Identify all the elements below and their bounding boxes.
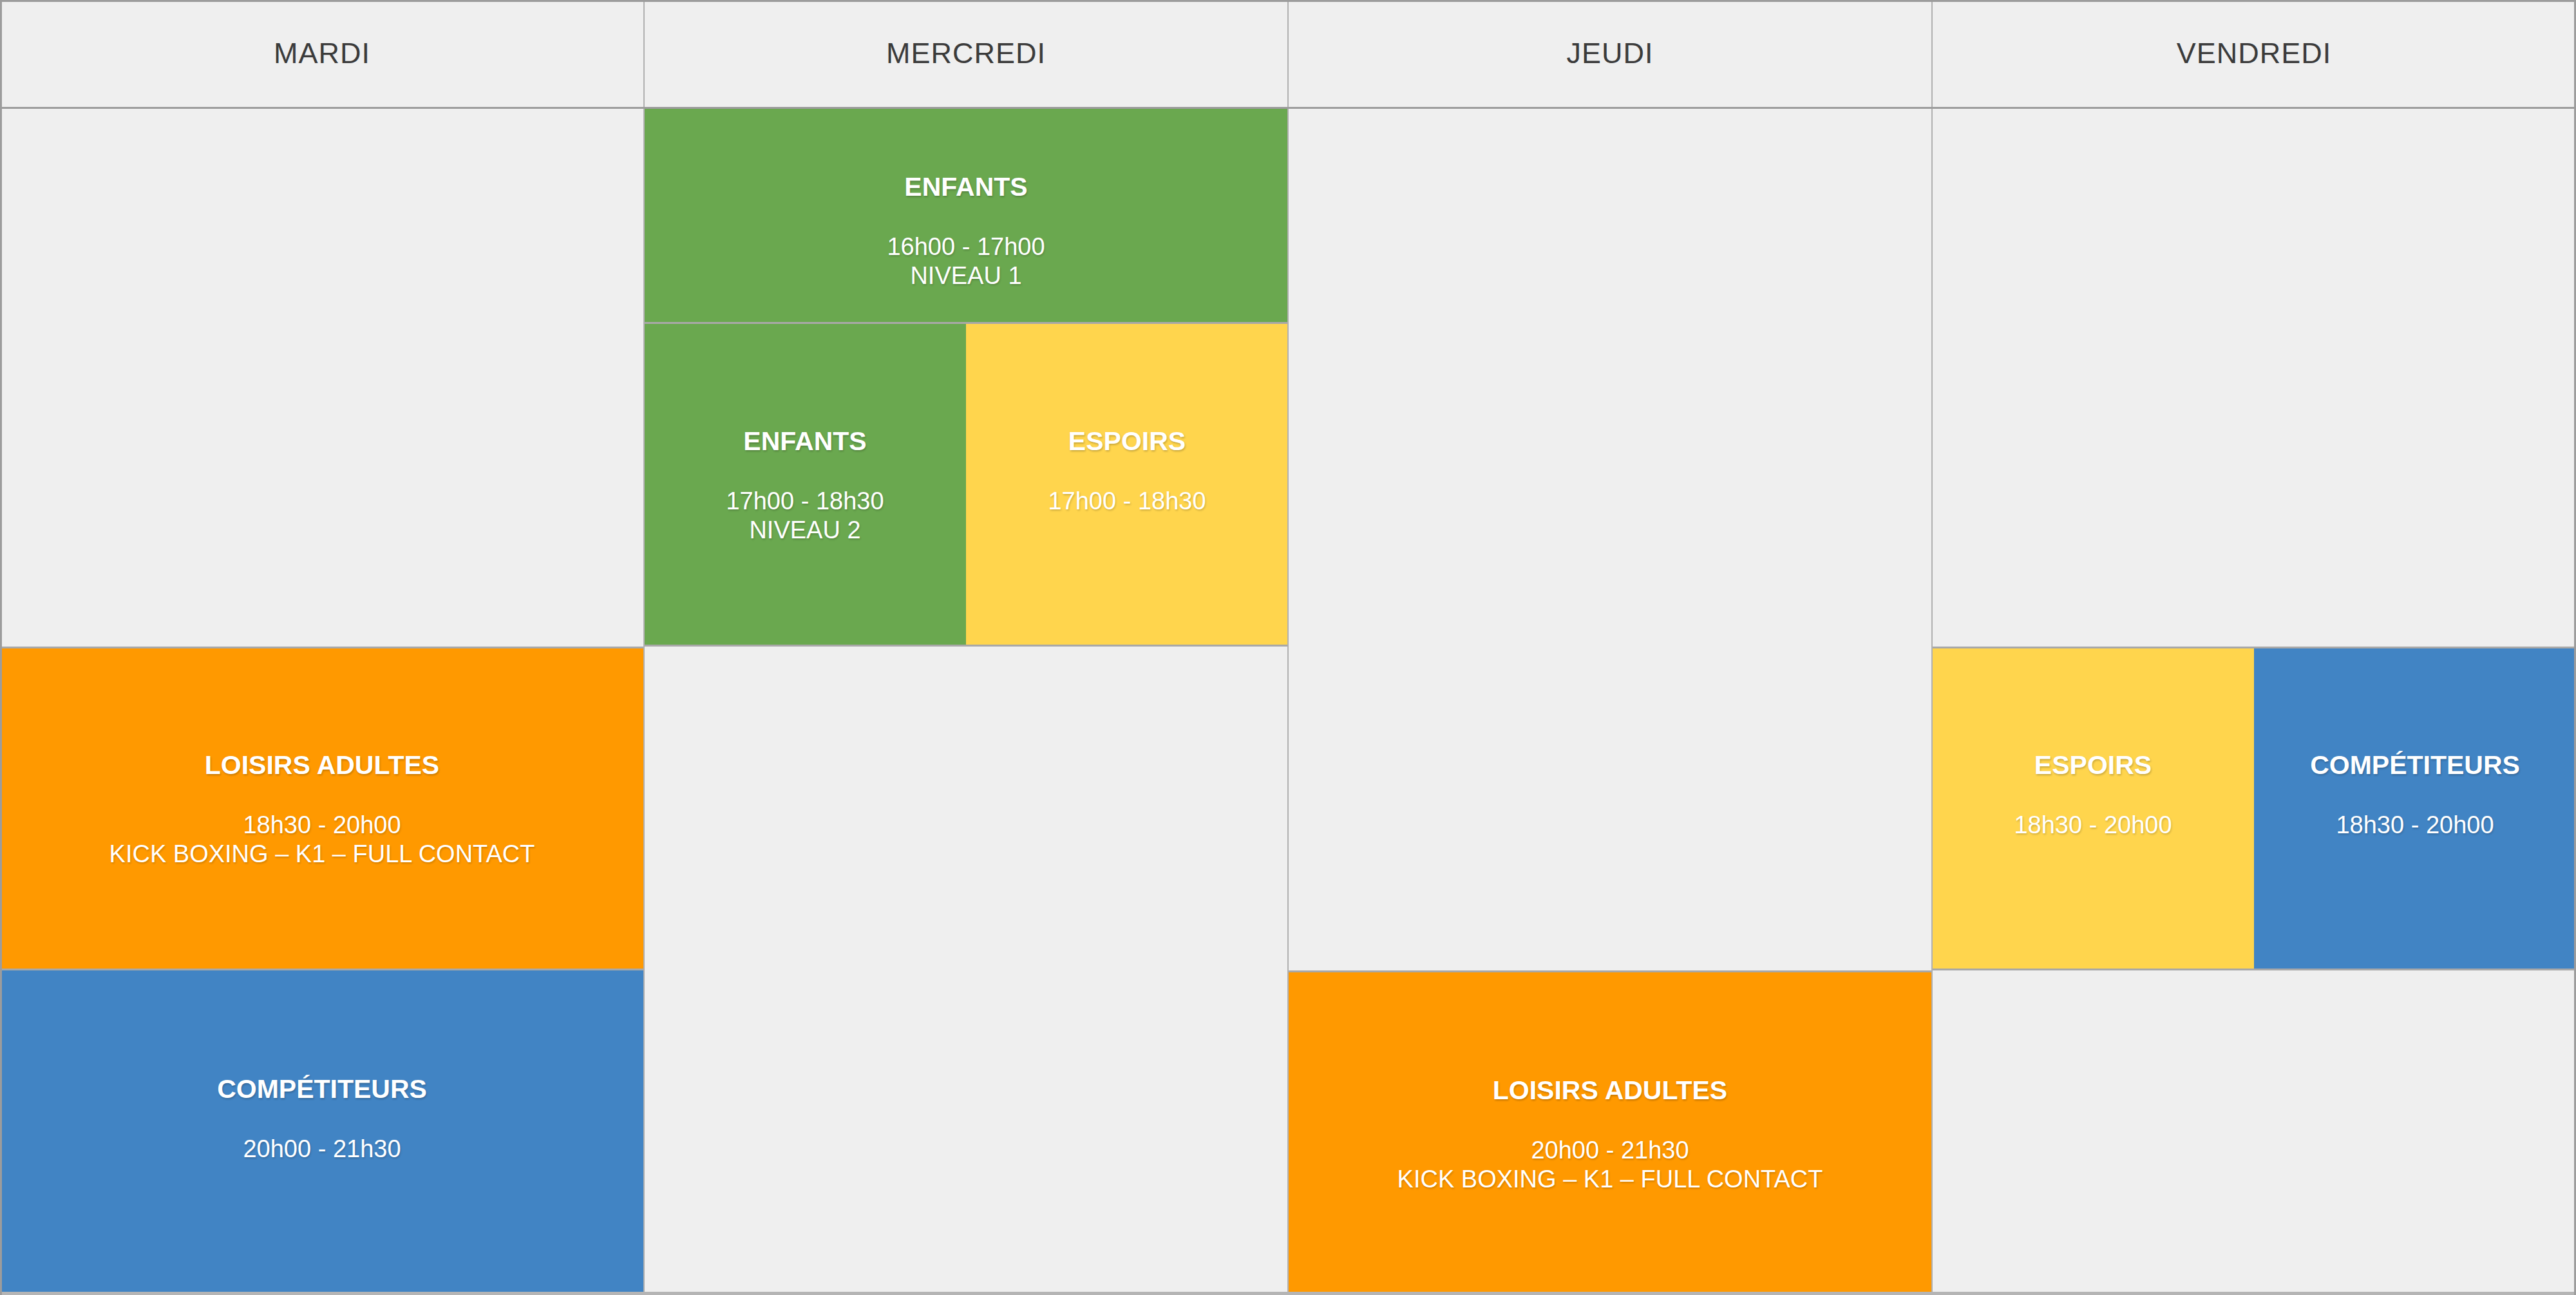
event-details: 18h30 - 20h00 <box>1932 811 2254 840</box>
event-time: 18h30 - 20h00 <box>2254 811 2576 840</box>
event-details: 20h00 - 21h30 KICK BOXING – K1 – FULL CO… <box>1288 1136 1932 1194</box>
event-jeudi-loisirs-adultes[interactable]: LOISIRS ADULTES 20h00 - 21h30 KICK BOXIN… <box>1288 970 1932 1295</box>
event-details: 18h30 - 20h00 <box>2254 811 2576 840</box>
event-time: 17h00 - 18h30 <box>644 487 966 516</box>
day-header-vendredi: VENDREDI <box>1932 0 2576 107</box>
event-mardi-competiteurs[interactable]: COMPÉTITEURS 20h00 - 21h30 <box>0 970 644 1295</box>
frame-border <box>0 1292 2576 1295</box>
day-header-mercredi: MERCREDI <box>644 0 1288 107</box>
event-details: 17h00 - 18h30 <box>966 487 1288 516</box>
event-title: COMPÉTITEURS <box>0 1073 644 1105</box>
event-mercredi-espoirs[interactable]: ESPOIRS 17h00 - 18h30 <box>966 324 1288 647</box>
event-details: 18h30 - 20h00 KICK BOXING – K1 – FULL CO… <box>0 811 644 869</box>
event-title: LOISIRS ADULTES <box>1288 1074 1932 1106</box>
event-details: 17h00 - 18h30 NIVEAU 2 <box>644 487 966 545</box>
event-vendredi-competiteurs[interactable]: COMPÉTITEURS 18h30 - 20h00 <box>2254 647 2576 970</box>
weekly-timetable: MARDI MERCREDI JEUDI VENDREDI ENFANTS 16… <box>0 0 2576 1295</box>
day-header-mardi: MARDI <box>0 0 644 107</box>
event-mardi-loisirs-adultes[interactable]: LOISIRS ADULTES 18h30 - 20h00 KICK BOXIN… <box>0 647 644 970</box>
event-note: NIVEAU 1 <box>644 261 1288 290</box>
header-divider <box>0 107 2576 109</box>
event-time: 18h30 - 20h00 <box>0 811 644 840</box>
event-title: ENFANTS <box>644 425 966 457</box>
event-title: ESPOIRS <box>1932 749 2254 781</box>
event-time: 16h00 - 17h00 <box>644 232 1288 261</box>
event-mercredi-enfants-niveau1[interactable]: ENFANTS 16h00 - 17h00 NIVEAU 1 <box>644 109 1288 324</box>
column-divider <box>1931 0 1933 1295</box>
frame-border <box>0 0 2576 2</box>
event-time: 20h00 - 21h30 <box>0 1135 644 1164</box>
event-time: 20h00 - 21h30 <box>1288 1136 1932 1165</box>
day-header-jeudi: JEUDI <box>1288 0 1932 107</box>
event-details: 20h00 - 21h30 <box>0 1135 644 1164</box>
event-title: LOISIRS ADULTES <box>0 749 644 781</box>
column-divider <box>1287 0 1289 1295</box>
event-time: 18h30 - 20h00 <box>1932 811 2254 840</box>
event-note: KICK BOXING – K1 – FULL CONTACT <box>0 840 644 869</box>
event-time: 17h00 - 18h30 <box>966 487 1288 516</box>
column-divider <box>643 0 645 1295</box>
event-title: ENFANTS <box>644 171 1288 203</box>
frame-border <box>0 0 2 1295</box>
event-title: ESPOIRS <box>966 425 1288 457</box>
event-mercredi-enfants-niveau2[interactable]: ENFANTS 17h00 - 18h30 NIVEAU 2 <box>644 324 966 647</box>
event-note: NIVEAU 2 <box>644 516 966 545</box>
event-title: COMPÉTITEURS <box>2254 749 2576 781</box>
event-note: KICK BOXING – K1 – FULL CONTACT <box>1288 1165 1932 1194</box>
event-vendredi-espoirs[interactable]: ESPOIRS 18h30 - 20h00 <box>1932 647 2254 970</box>
event-details: 16h00 - 17h00 NIVEAU 1 <box>644 232 1288 290</box>
